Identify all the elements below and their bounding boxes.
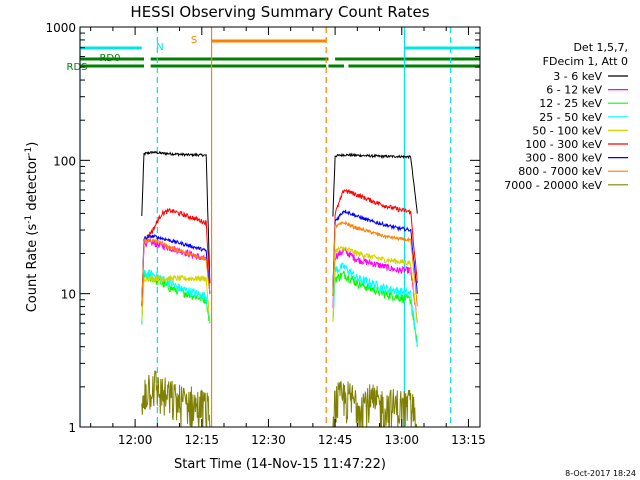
x-tick-label: 12:00 bbox=[118, 433, 153, 447]
x-tick-label: 12:30 bbox=[251, 433, 286, 447]
legend-label-2: 12 - 25 keV bbox=[539, 97, 602, 110]
y-tick-label: 100 bbox=[53, 154, 76, 168]
y-axis-label-main: Count Rate (s bbox=[25, 224, 40, 313]
legend-label-1: 6 - 12 keV bbox=[546, 84, 602, 97]
x-tick-label: 13:00 bbox=[384, 433, 419, 447]
series-line-0 bbox=[332, 152, 418, 217]
series-line-1 bbox=[332, 247, 418, 324]
y-axis-label-sup2: -1 bbox=[24, 147, 34, 156]
series-line-7 bbox=[332, 220, 418, 307]
legend-label-5: 100 - 300 keV bbox=[525, 138, 602, 151]
legend-label-4: 50 - 100 keV bbox=[532, 124, 602, 137]
series-line-6 bbox=[332, 209, 418, 295]
plot-frame bbox=[79, 26, 481, 428]
y-axis-label-end: ) bbox=[25, 142, 40, 147]
legend-label-7: 800 - 7000 keV bbox=[518, 165, 602, 178]
series-line-8 bbox=[141, 370, 211, 428]
series-line-4 bbox=[141, 274, 211, 324]
legend-label-8: 7000 - 20000 keV bbox=[504, 179, 602, 192]
band-label-n: N bbox=[156, 42, 163, 53]
y-axis-label-mid: detector bbox=[25, 155, 40, 215]
y-axis-label: Count Rate (s-1 detector-1) bbox=[24, 142, 40, 313]
series-line-7 bbox=[141, 237, 211, 307]
x-tick-label: 12:45 bbox=[318, 433, 353, 447]
y-tick-label: 10 bbox=[61, 288, 76, 302]
series-line-0 bbox=[141, 150, 211, 284]
chart-title: HESSI Observing Summary Count Rates bbox=[130, 3, 429, 21]
y-axis-label-sup: -1 bbox=[24, 215, 34, 224]
legend-label-0: 3 - 6 keV bbox=[553, 70, 602, 83]
x-tick-label: 13:15 bbox=[451, 433, 486, 447]
x-axis-label: Start Time (14-Nov-15 11:47:22) bbox=[174, 457, 386, 472]
series-line-5 bbox=[332, 188, 418, 296]
legend-label-3: 25 - 50 keV bbox=[539, 111, 602, 124]
band-label-rds: RDS bbox=[67, 62, 88, 73]
x-tick-label: 12:15 bbox=[184, 433, 219, 447]
legend-label-6: 300 - 800 keV bbox=[525, 152, 602, 165]
series-line-4 bbox=[332, 245, 418, 324]
y-tick-label: 1000 bbox=[45, 21, 76, 35]
band-label-rd0: RD0 bbox=[99, 53, 120, 64]
series-line-6 bbox=[141, 233, 211, 306]
legend-header-1: Det 1,5,7, bbox=[573, 41, 628, 54]
series-line-5 bbox=[141, 207, 211, 306]
series-layer bbox=[141, 150, 418, 428]
series-line-2 bbox=[332, 270, 418, 347]
y-tick-label: 1 bbox=[68, 421, 76, 435]
band-layer: RD0 RDS N S bbox=[67, 35, 480, 73]
legend-header-2: FDecim 1, Att 0 bbox=[543, 55, 628, 68]
series-line-3 bbox=[141, 269, 211, 325]
series-line-8 bbox=[332, 381, 418, 428]
tick-layer: 12:00 12:15 12:30 12:45 13:00 13:15 1 10 100 1000 bbox=[45, 21, 485, 447]
band-label-s: S bbox=[191, 35, 197, 46]
series-line-3 bbox=[332, 262, 418, 347]
timestamp: 8-Oct-2017 18:24 bbox=[565, 469, 636, 478]
